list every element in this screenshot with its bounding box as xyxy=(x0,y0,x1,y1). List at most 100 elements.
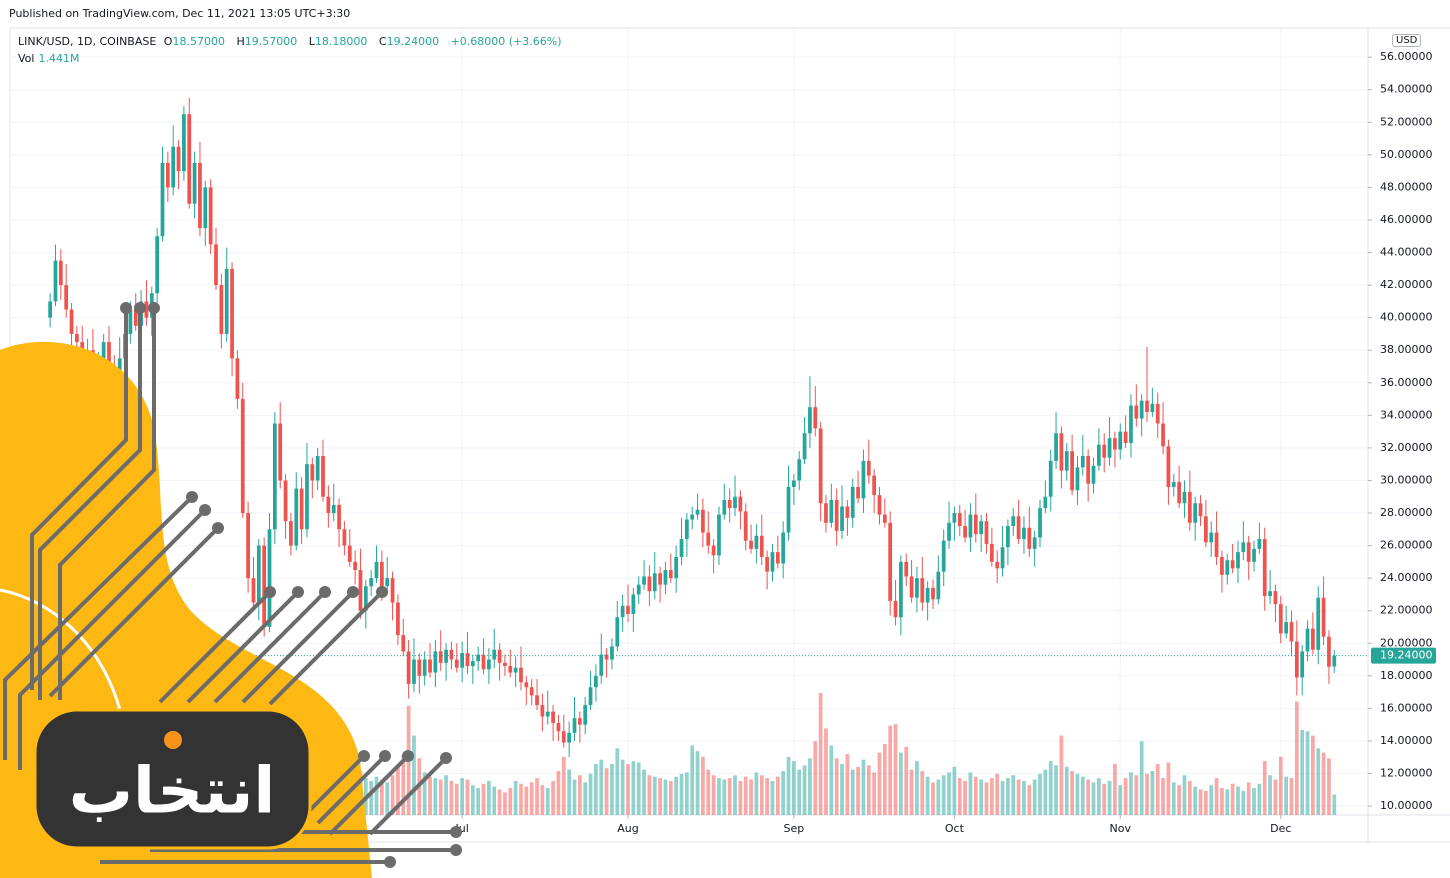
candle-body xyxy=(1043,496,1048,509)
volume-bar xyxy=(626,763,630,815)
ohlc-item: C19.24000 xyxy=(379,35,443,48)
candles xyxy=(48,97,1337,758)
volume-bar xyxy=(1177,785,1181,815)
volume-bar xyxy=(781,771,786,815)
volume-bar xyxy=(460,778,465,815)
volume-bar xyxy=(278,759,283,815)
volume-bar xyxy=(599,759,604,815)
candle-body xyxy=(1006,526,1010,548)
candle-body xyxy=(192,163,197,204)
volume-bar xyxy=(1198,789,1203,815)
y-tick-label: 44.00000 xyxy=(1380,246,1433,259)
candle-body xyxy=(594,675,598,688)
candle-body xyxy=(973,514,978,535)
volume-bar xyxy=(412,735,416,815)
volume-bar xyxy=(1209,785,1214,815)
volume-bar xyxy=(1075,773,1080,815)
volume-bar xyxy=(695,751,700,815)
volume-bar xyxy=(1187,780,1192,815)
candle-body xyxy=(240,399,245,514)
volume-bar xyxy=(556,771,561,815)
volume-bar xyxy=(508,788,513,815)
candle-body xyxy=(1129,405,1133,444)
candle-body xyxy=(481,654,486,670)
candle-body xyxy=(792,480,796,487)
volume-bar xyxy=(540,785,545,815)
volume-bar xyxy=(58,769,63,815)
candle-body xyxy=(1075,467,1080,491)
candle-body xyxy=(1273,591,1278,605)
volume-bar xyxy=(850,769,855,815)
candle-body xyxy=(615,617,620,647)
candle-body xyxy=(524,682,529,688)
candle-body xyxy=(139,301,143,326)
volume-bar xyxy=(615,748,620,815)
candle-body xyxy=(58,260,63,286)
volume-bar xyxy=(272,746,277,815)
candle-body xyxy=(1214,532,1219,557)
volume-bar xyxy=(1268,775,1272,815)
candle-body xyxy=(251,578,256,603)
candle-body xyxy=(91,350,95,375)
symbol[interactable]: LINK/USD, 1D, COINBASE xyxy=(18,35,157,48)
volume-bar xyxy=(117,782,122,815)
candle-body xyxy=(1048,460,1053,497)
volume-bar xyxy=(738,780,743,815)
candle-body xyxy=(674,556,679,579)
candle-body xyxy=(818,428,823,504)
currency-button[interactable]: USD xyxy=(1392,34,1422,47)
volume-bar xyxy=(551,780,555,815)
candle-body xyxy=(1139,400,1144,419)
volume-bar xyxy=(931,782,935,815)
volume-bar xyxy=(1118,785,1123,815)
candle-body xyxy=(588,687,593,706)
volume-bar xyxy=(577,775,582,815)
candle-body xyxy=(556,723,561,732)
volume-bar xyxy=(294,766,299,815)
candle-body xyxy=(69,309,74,334)
candle-body xyxy=(1080,456,1085,468)
volume-bar xyxy=(1332,794,1337,815)
candle-body xyxy=(1294,641,1299,678)
candle-body xyxy=(984,521,989,544)
candle-body xyxy=(1198,503,1203,517)
candle-body xyxy=(208,187,213,245)
candle-body xyxy=(952,513,957,523)
volume-bar xyxy=(1059,735,1064,815)
volume-bar xyxy=(438,779,443,815)
candle-body xyxy=(840,506,844,531)
volume-bar xyxy=(128,773,133,815)
y-tick-label: 32.00000 xyxy=(1380,441,1433,454)
candle-body xyxy=(1187,491,1192,523)
candle-body xyxy=(230,268,234,359)
candle-body xyxy=(1257,539,1262,549)
volume-bar xyxy=(406,705,411,815)
candle-body xyxy=(931,587,935,600)
candle-body xyxy=(754,535,759,549)
y-tick-label: 56.00000 xyxy=(1380,50,1433,63)
last-price-box xyxy=(1371,647,1436,664)
volume-bar xyxy=(1220,788,1224,815)
candle-body xyxy=(123,333,127,359)
volume-bar xyxy=(1091,782,1096,815)
candle-body xyxy=(909,576,914,598)
candle-body xyxy=(684,519,689,540)
candle-body xyxy=(545,711,550,717)
volume-bar xyxy=(198,755,202,815)
candle-body xyxy=(925,587,930,603)
volume-bar xyxy=(224,761,229,815)
candle-body xyxy=(567,732,572,743)
ohlc-value: 18.18000 xyxy=(314,35,368,48)
volume-bar xyxy=(824,728,828,815)
candle-body xyxy=(1230,560,1235,569)
candle-body xyxy=(294,488,299,546)
volume-bar xyxy=(888,725,893,815)
candle-body xyxy=(369,578,374,587)
ohlc-item: H19.57000 xyxy=(236,35,301,48)
volume-bar xyxy=(861,759,866,815)
volume-bar xyxy=(1204,790,1208,815)
candle-body xyxy=(64,285,69,310)
volume-bar xyxy=(1016,779,1021,815)
candle-body xyxy=(85,350,90,367)
